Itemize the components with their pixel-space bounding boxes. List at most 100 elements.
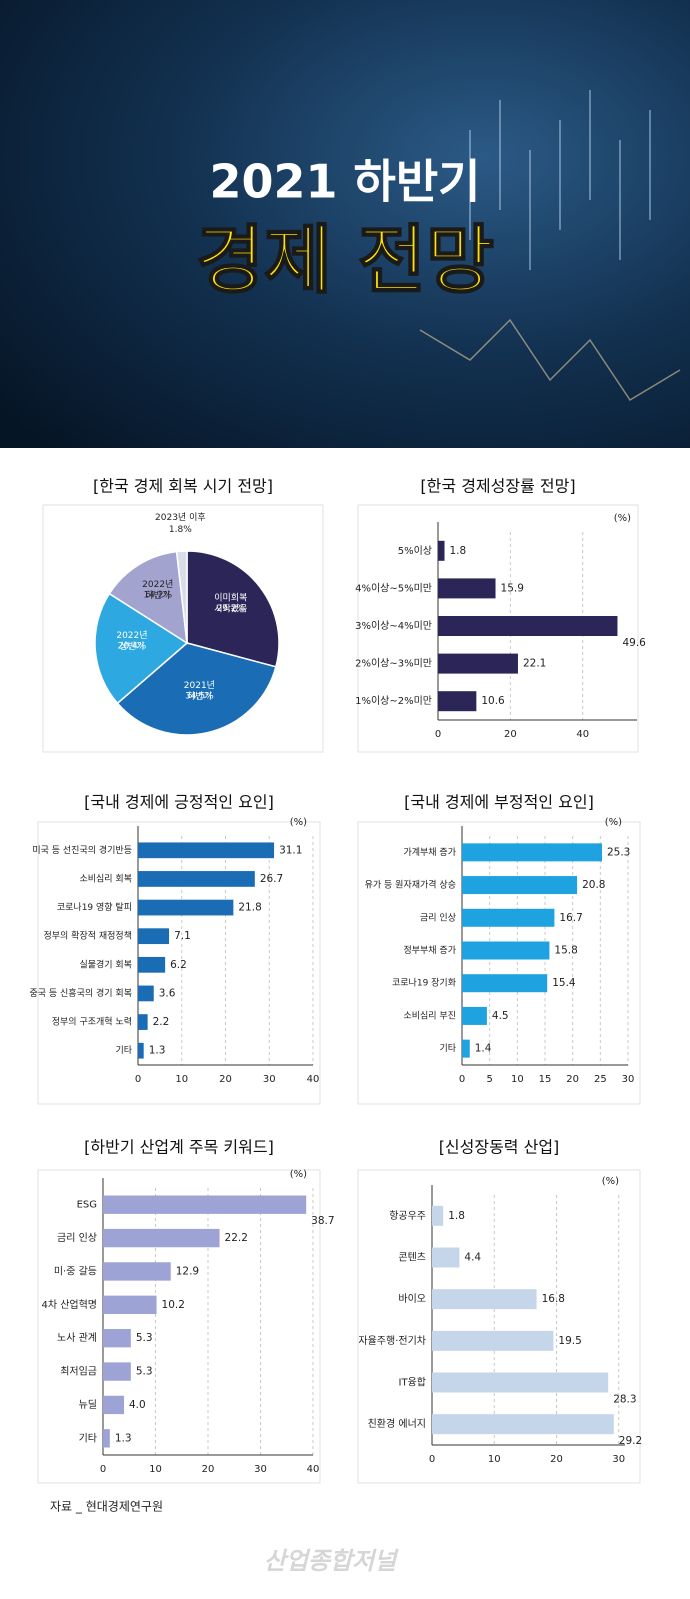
value-label: 15.8 xyxy=(554,945,577,957)
unit-label: (%) xyxy=(290,1169,307,1180)
value-label: 26.7 xyxy=(260,873,283,885)
value-label: 19.5 xyxy=(558,1335,581,1347)
pie-label: 2021년 하반기 xyxy=(184,679,215,701)
x-tick-label: 20 xyxy=(219,1074,232,1085)
category-label: 3%이상~4%미만 xyxy=(355,620,432,632)
bar xyxy=(138,928,170,945)
bar xyxy=(103,1228,220,1248)
x-tick-label: 40 xyxy=(307,1074,320,1085)
pie-slice xyxy=(116,642,277,736)
pie-value-label: 34.5% xyxy=(185,691,214,701)
value-label: 1.8 xyxy=(448,1210,465,1222)
category-label: 5%이상 xyxy=(398,545,432,557)
value-label: 20.8 xyxy=(582,879,605,891)
pie-value-label: 14.2% xyxy=(143,591,172,601)
value-label: 1.3 xyxy=(149,1045,166,1057)
pie-label-line: 2021년 xyxy=(184,679,215,690)
x-tick-label: 20 xyxy=(504,729,517,740)
bar xyxy=(138,1014,148,1030)
bar xyxy=(138,956,166,973)
value-label: 22.2 xyxy=(225,1232,248,1244)
chart-title: [국내 경제에 긍정적인 요인] xyxy=(84,793,274,812)
value-label: 5.3 xyxy=(136,1366,153,1378)
bar xyxy=(462,908,555,927)
value-label: 16.8 xyxy=(542,1293,565,1305)
bar xyxy=(432,1247,460,1268)
bar xyxy=(462,974,548,993)
category-label: 기타 xyxy=(439,1043,456,1054)
category-label: 콘텐츠 xyxy=(398,1252,426,1264)
bar xyxy=(462,1039,470,1058)
pie-value-label: 1.8% xyxy=(169,525,192,535)
x-tick-label: 40 xyxy=(307,1464,320,1475)
value-label: 38.7 xyxy=(311,1215,334,1227)
value-label: 22.1 xyxy=(523,658,546,670)
category-label: 자율주행·전기차 xyxy=(358,1335,426,1347)
pie-value-label: 20.4% xyxy=(118,642,147,652)
bar xyxy=(432,1414,614,1435)
bar xyxy=(103,1395,124,1415)
bar xyxy=(432,1330,554,1351)
pie-label-line: 하반기 xyxy=(145,590,170,601)
category-label: 중국 등 신흥국의 경기 회복 xyxy=(29,987,132,999)
bar xyxy=(138,1042,144,1059)
category-label: 친환경 에너지 xyxy=(368,1417,426,1430)
chart-title: [한국 경제성장률 전망] xyxy=(420,477,575,496)
value-label: 12.9 xyxy=(176,1265,199,1277)
category-label: 1%이상~2%미만 xyxy=(355,695,432,707)
bar xyxy=(438,578,496,599)
bar xyxy=(462,876,578,895)
category-label: 항공우주 xyxy=(389,1210,426,1222)
category-label: 정부의 확장적 재정정책 xyxy=(43,930,132,942)
value-label: 1.8 xyxy=(450,545,467,557)
value-label: 15.4 xyxy=(552,977,576,989)
x-tick-label: 30 xyxy=(612,1454,625,1465)
bar xyxy=(138,871,255,887)
unit-label: (%) xyxy=(290,817,307,828)
x-tick-label: 20 xyxy=(550,1454,563,1465)
x-tick-label: 20 xyxy=(202,1464,215,1475)
value-label: 1.3 xyxy=(115,1432,132,1444)
category-label: 4차 산업혁명 xyxy=(41,1298,97,1311)
chart-title: [하반기 산업계 주목 키워드] xyxy=(84,1138,274,1157)
pie-label: 2023년 이후 xyxy=(155,512,206,523)
pie-value-label: 29.2% xyxy=(217,604,246,614)
pie-label-line: 상반기 xyxy=(120,641,145,652)
category-label: 가계부채 증가 xyxy=(403,846,456,858)
category-label: 정부의 구조개혁 노력 xyxy=(52,1016,132,1028)
value-label: 10.2 xyxy=(162,1299,185,1311)
value-label: 4.0 xyxy=(129,1399,146,1411)
x-tick-label: 20 xyxy=(566,1074,579,1085)
bar xyxy=(103,1262,171,1281)
category-label: 소비심리 부진 xyxy=(403,1010,456,1021)
bar xyxy=(103,1329,131,1348)
value-label: 21.8 xyxy=(238,902,261,914)
category-label: 소비심리 회복 xyxy=(79,873,132,884)
category-label: 코로나19 장기화 xyxy=(392,978,456,989)
category-label: 2%이상~3%미만 xyxy=(355,658,432,670)
chart-title: [한국 경제 회복 시기 전망] xyxy=(93,477,273,496)
category-label: 미국 등 선진국의 경기반등 xyxy=(32,844,132,856)
chart-panel xyxy=(357,821,641,1105)
pie-label-line: 하반기 xyxy=(187,690,212,701)
category-label: 미·중 갈등 xyxy=(54,1264,97,1277)
category-label: 노사 관계 xyxy=(57,1332,97,1344)
header-background xyxy=(0,0,690,448)
x-tick-label: 0 xyxy=(135,1074,141,1085)
x-tick-label: 10 xyxy=(149,1464,162,1475)
pie-label-line: 시작됐음 xyxy=(214,602,247,614)
value-label: 28.3 xyxy=(613,1394,636,1406)
value-label: 16.7 xyxy=(559,912,582,924)
value-label: 3.6 xyxy=(159,987,176,999)
category-label: 금리 인상 xyxy=(57,1232,97,1244)
x-tick-label: 10 xyxy=(175,1074,188,1085)
value-label: 29.2 xyxy=(619,1435,642,1447)
bar xyxy=(432,1289,537,1310)
x-tick-label: 30 xyxy=(263,1074,276,1085)
bar xyxy=(432,1372,609,1393)
category-label: 금리 인상 xyxy=(420,912,456,923)
bar xyxy=(138,842,275,859)
category-label: 4%이상~5%미만 xyxy=(355,582,432,594)
x-tick-label: 10 xyxy=(488,1454,501,1465)
